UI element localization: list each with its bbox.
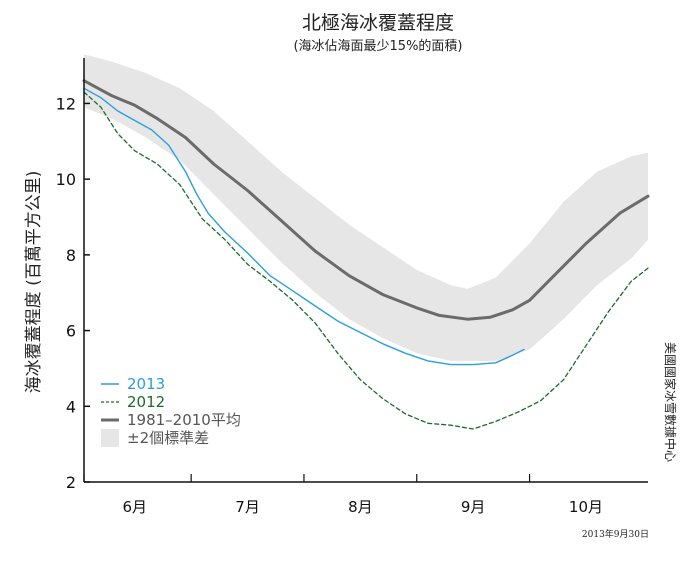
std-dev-band xyxy=(84,54,648,361)
legend-label-1: 2012 xyxy=(127,393,165,411)
x-tick-label: 8月 xyxy=(348,498,373,516)
y-tick-label: 10 xyxy=(56,170,76,189)
series-line-0 xyxy=(83,87,525,366)
source-note: 美國國家冰雪數據中心 xyxy=(663,342,678,462)
x-tick-label: 10月 xyxy=(569,498,603,516)
legend-swatch-band xyxy=(101,429,119,447)
y-tick-label: 6 xyxy=(66,322,76,341)
y-tick-label: 2 xyxy=(66,473,76,492)
y-tick-label: 4 xyxy=(66,397,76,416)
x-tick-label: 7月 xyxy=(235,498,260,516)
legend-label-2: 1981–2010平均 xyxy=(127,411,241,429)
plot-area: 2 4 6 8 10 12 6月 7月 8月 9月 10月 201320121981–2010平均±2… xyxy=(56,54,650,516)
date-note: 2013年9月30日 xyxy=(582,528,649,540)
y-tick-label: 8 xyxy=(66,246,76,265)
chart-title: 北極海冰覆蓋程度 xyxy=(302,12,454,34)
legend-label-band: ±2個標準差 xyxy=(127,429,209,447)
series-line-2 xyxy=(82,79,650,321)
chart-subtitle: (海冰佔海面最少15%的面積) xyxy=(293,38,462,54)
y-tick-label: 12 xyxy=(56,94,76,113)
x-tick-label: 6月 xyxy=(122,498,147,516)
series-line-1 xyxy=(83,91,649,430)
legend-label-0: 2013 xyxy=(127,375,165,393)
y-axis-label: 海冰覆蓋程度 (百萬平方公里) xyxy=(24,171,44,394)
x-tick-label: 9月 xyxy=(461,498,486,516)
